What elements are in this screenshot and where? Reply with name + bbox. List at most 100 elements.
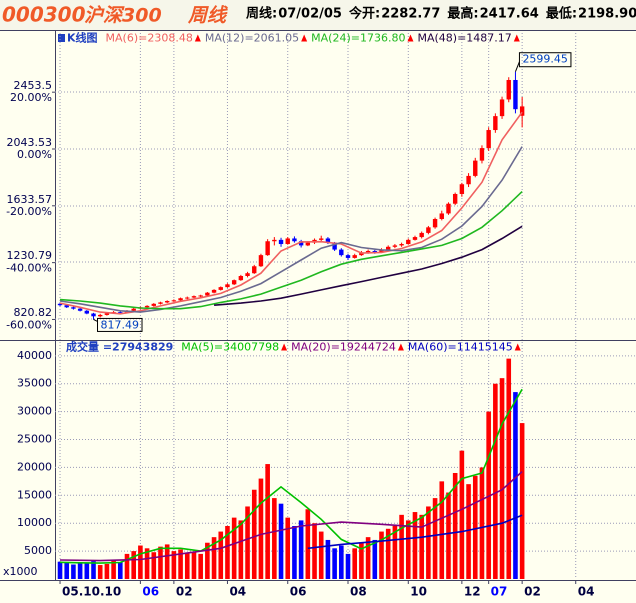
volume-bar [97,565,103,579]
x-tick-label: 07 [491,585,508,599]
info-label: 周线: [246,6,277,22]
volume-bar [84,563,90,579]
volume-bar [211,537,217,579]
volume-bar [372,539,378,579]
volume-bar [399,514,404,579]
x-tick-label: 06 [290,585,307,599]
volume-bar [359,542,364,579]
volume-bar [298,520,304,579]
candle-body [245,273,250,276]
volume-bar [499,378,505,579]
volume-bar [426,506,431,579]
volume-bar [339,545,344,579]
candle-body [292,238,297,242]
volume-unit: x1000 [3,565,38,578]
volume-bar [144,548,150,579]
volume-bar [365,537,371,579]
candle-body [164,301,170,303]
y-tick-label: 25000 [17,433,52,446]
legend-entry: MA(12)=2061.05 [205,32,299,45]
header-bar [0,0,636,30]
info-label: 今开: [348,6,380,22]
volume-bar [225,525,230,579]
candle-body [446,203,451,214]
volume-bar [432,498,438,579]
candle-body [98,314,103,317]
min-label: 817.49 [101,318,140,331]
candle-body [77,308,83,311]
candle-body [57,303,63,306]
candle-body [305,242,311,246]
volume-bar [513,392,518,579]
candle-body [499,99,505,117]
y2-tick-label: 20.00% [10,91,52,104]
volume-bar [352,548,358,579]
period: 周线 [187,5,228,27]
info-value: 2417.64 [480,7,539,22]
y2-tick-label: -60.00% [6,318,52,331]
candle-body [64,305,69,308]
candle-body [419,232,424,238]
candle-body [104,313,110,315]
y-tick-label: 35000 [17,377,52,390]
candle-body [238,275,244,281]
x-tick-label: 04 [229,585,246,599]
ma-line [214,225,523,306]
candle-body [158,302,163,304]
ma-line [59,471,523,562]
legend-entry: MA(60)=11415145 [408,341,513,354]
up-arrow [514,343,521,351]
candle-body [372,250,378,253]
ma-line [59,191,523,310]
ma-line [307,514,523,550]
volume-bar [191,552,197,579]
candle-body [479,148,485,161]
candle-body [332,242,337,250]
volume-bar [238,520,244,579]
volume-bar [506,358,512,579]
volume-bar [325,539,331,579]
volume-bar [479,467,485,579]
candle-body [385,246,391,250]
volume-bar [91,561,96,579]
x-tick-label: 06 [142,585,159,599]
volume-bar [158,546,163,579]
candle-body [298,241,304,246]
volume-bar [198,553,203,579]
ma-line [59,388,523,564]
candle-body [218,287,223,290]
volume-bar [272,498,277,579]
volume-bar [446,492,451,579]
candle-body [399,244,404,246]
legend-entry: MA(24)=1736.80 [311,32,405,45]
candle-body [379,249,384,253]
volume-bar [419,514,424,579]
volume-bar [285,517,291,579]
candle-body [506,79,511,100]
x-tick-label: 12 [464,585,481,599]
volume-bar [472,475,478,579]
volume-bar [164,544,170,579]
candle-body [178,298,183,301]
y-tick-label: 20000 [17,460,52,473]
candle-body [345,255,351,258]
candle-body [432,219,438,228]
volume-bar [124,553,130,579]
volume-bar [111,560,116,579]
candle-body [493,116,498,131]
candle-body [185,297,190,299]
candle-body [439,213,444,220]
volume-bar [332,548,337,579]
volume-bar [459,450,465,579]
x-tick-label: 04 [578,585,595,599]
up-arrow [407,34,414,42]
volume-bar [64,562,70,579]
candle-body [211,289,217,293]
max-label: 2599.45 [522,53,568,66]
candle-body [252,266,257,274]
candle-body [258,255,264,267]
x-tick-label: 08 [350,585,367,599]
candle-body [198,295,203,297]
candle-body [519,106,525,116]
